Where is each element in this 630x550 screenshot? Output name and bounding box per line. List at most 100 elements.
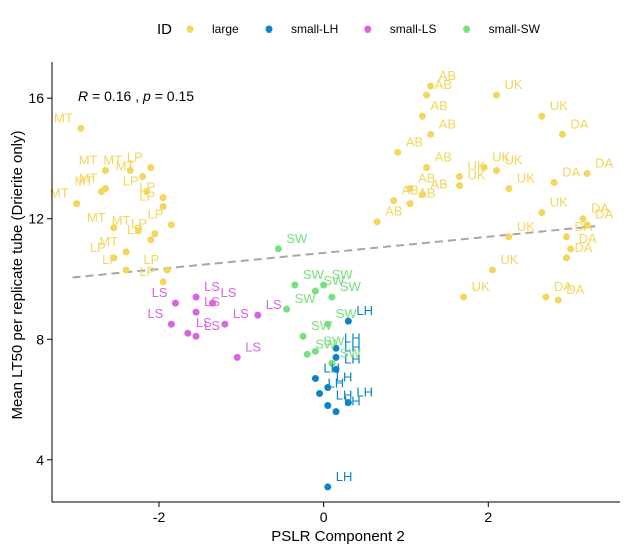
data-point	[184, 329, 192, 337]
data-point	[192, 293, 200, 301]
data-point	[583, 170, 591, 178]
data-point	[344, 399, 352, 407]
data-point	[328, 293, 336, 301]
data-point	[143, 188, 151, 196]
data-point	[167, 221, 175, 229]
point-label: AB	[430, 98, 447, 113]
point-label: UK	[467, 159, 485, 174]
data-point	[316, 390, 324, 398]
data-point	[455, 182, 463, 190]
legend: ID a large a small-LH a small-LS a small-SW	[157, 21, 541, 38]
data-point	[122, 248, 130, 256]
data-point	[427, 130, 435, 138]
point-label: LH	[356, 303, 373, 318]
point-label: LS	[204, 279, 220, 294]
data-point	[455, 173, 463, 181]
point-label: SW	[315, 336, 337, 351]
point-label: LP	[131, 216, 147, 231]
data-point	[423, 163, 431, 171]
data-point	[233, 353, 241, 361]
data-point	[562, 254, 570, 262]
y-tick-label: 16	[28, 90, 44, 106]
point-label: SW	[303, 267, 325, 282]
data-point	[542, 293, 550, 301]
point-label: UK	[517, 171, 535, 186]
point-label: LS	[266, 297, 282, 312]
point-label: LP	[139, 180, 155, 195]
point-label: LS	[221, 285, 237, 300]
data-point	[418, 112, 426, 120]
data-point	[209, 299, 217, 307]
data-point	[423, 91, 431, 99]
data-point	[159, 203, 167, 211]
point-label: LH	[356, 385, 373, 400]
y-tick-label: 8	[36, 331, 44, 347]
point-label: SW	[311, 318, 333, 333]
point-label: DA	[591, 201, 609, 216]
point-label: AB	[435, 149, 452, 164]
data-point	[324, 402, 332, 410]
data-point	[311, 374, 319, 382]
data-point	[77, 124, 85, 132]
legend-key	[265, 25, 273, 33]
point-label: AB	[430, 177, 447, 192]
data-point	[134, 227, 142, 235]
point-label: AB	[439, 68, 456, 83]
point-label: MT	[112, 213, 131, 228]
data-point	[139, 173, 147, 181]
point-label: LH	[336, 388, 353, 403]
data-point	[538, 209, 546, 217]
data-point	[324, 483, 332, 491]
data-point	[122, 266, 130, 274]
data-point	[324, 320, 332, 328]
point-label: LS	[233, 306, 249, 321]
point-label: LP	[139, 189, 155, 204]
data-point	[460, 293, 468, 301]
point-label: UK	[505, 152, 523, 167]
data-point	[303, 350, 311, 358]
y-tick-label: 12	[28, 211, 44, 227]
point-label: MT	[75, 174, 94, 189]
point-label: LH	[336, 469, 353, 484]
data-point	[102, 166, 110, 174]
point-label: LS	[196, 315, 212, 330]
legend-label: small-LH	[291, 22, 338, 36]
point-label: LP	[123, 174, 139, 189]
point-label: LP	[127, 222, 143, 237]
data-point	[299, 332, 307, 340]
point-label: UK	[505, 77, 523, 92]
point-label: UK	[472, 279, 490, 294]
point-label: LH	[344, 330, 361, 345]
point-label: LH	[344, 339, 361, 354]
legend-key-glyph: a	[266, 25, 271, 35]
data-point	[488, 266, 496, 274]
data-point	[328, 359, 336, 367]
point-label: UK	[467, 168, 485, 183]
data-point	[311, 287, 319, 295]
legend-key	[364, 25, 372, 33]
x-axis-title: PSLR Component 2	[271, 528, 404, 545]
data-point	[480, 163, 488, 171]
point-label: SW	[340, 279, 362, 294]
point-label: DA	[570, 116, 588, 131]
point-label: MT	[116, 159, 135, 174]
data-point	[73, 200, 81, 208]
point-label: LS	[204, 294, 220, 309]
point-label: AB	[402, 183, 419, 198]
point-label: LP	[102, 252, 118, 267]
data-point	[311, 347, 319, 355]
x-tick-label: 2	[484, 509, 492, 525]
data-point	[579, 215, 587, 223]
data-point	[505, 185, 513, 193]
point-label: MT	[79, 152, 98, 167]
point-label: LP	[143, 252, 159, 267]
point-label: DA	[595, 156, 613, 171]
point-label: LP	[127, 149, 143, 164]
data-point	[583, 221, 591, 229]
data-point	[493, 91, 501, 99]
stat-annotation: R = 0.16 , p = 0.15	[78, 88, 194, 104]
point-label: SW	[332, 267, 354, 282]
point-label: DA	[562, 165, 580, 180]
data-point	[493, 166, 501, 174]
data-point	[126, 166, 134, 174]
